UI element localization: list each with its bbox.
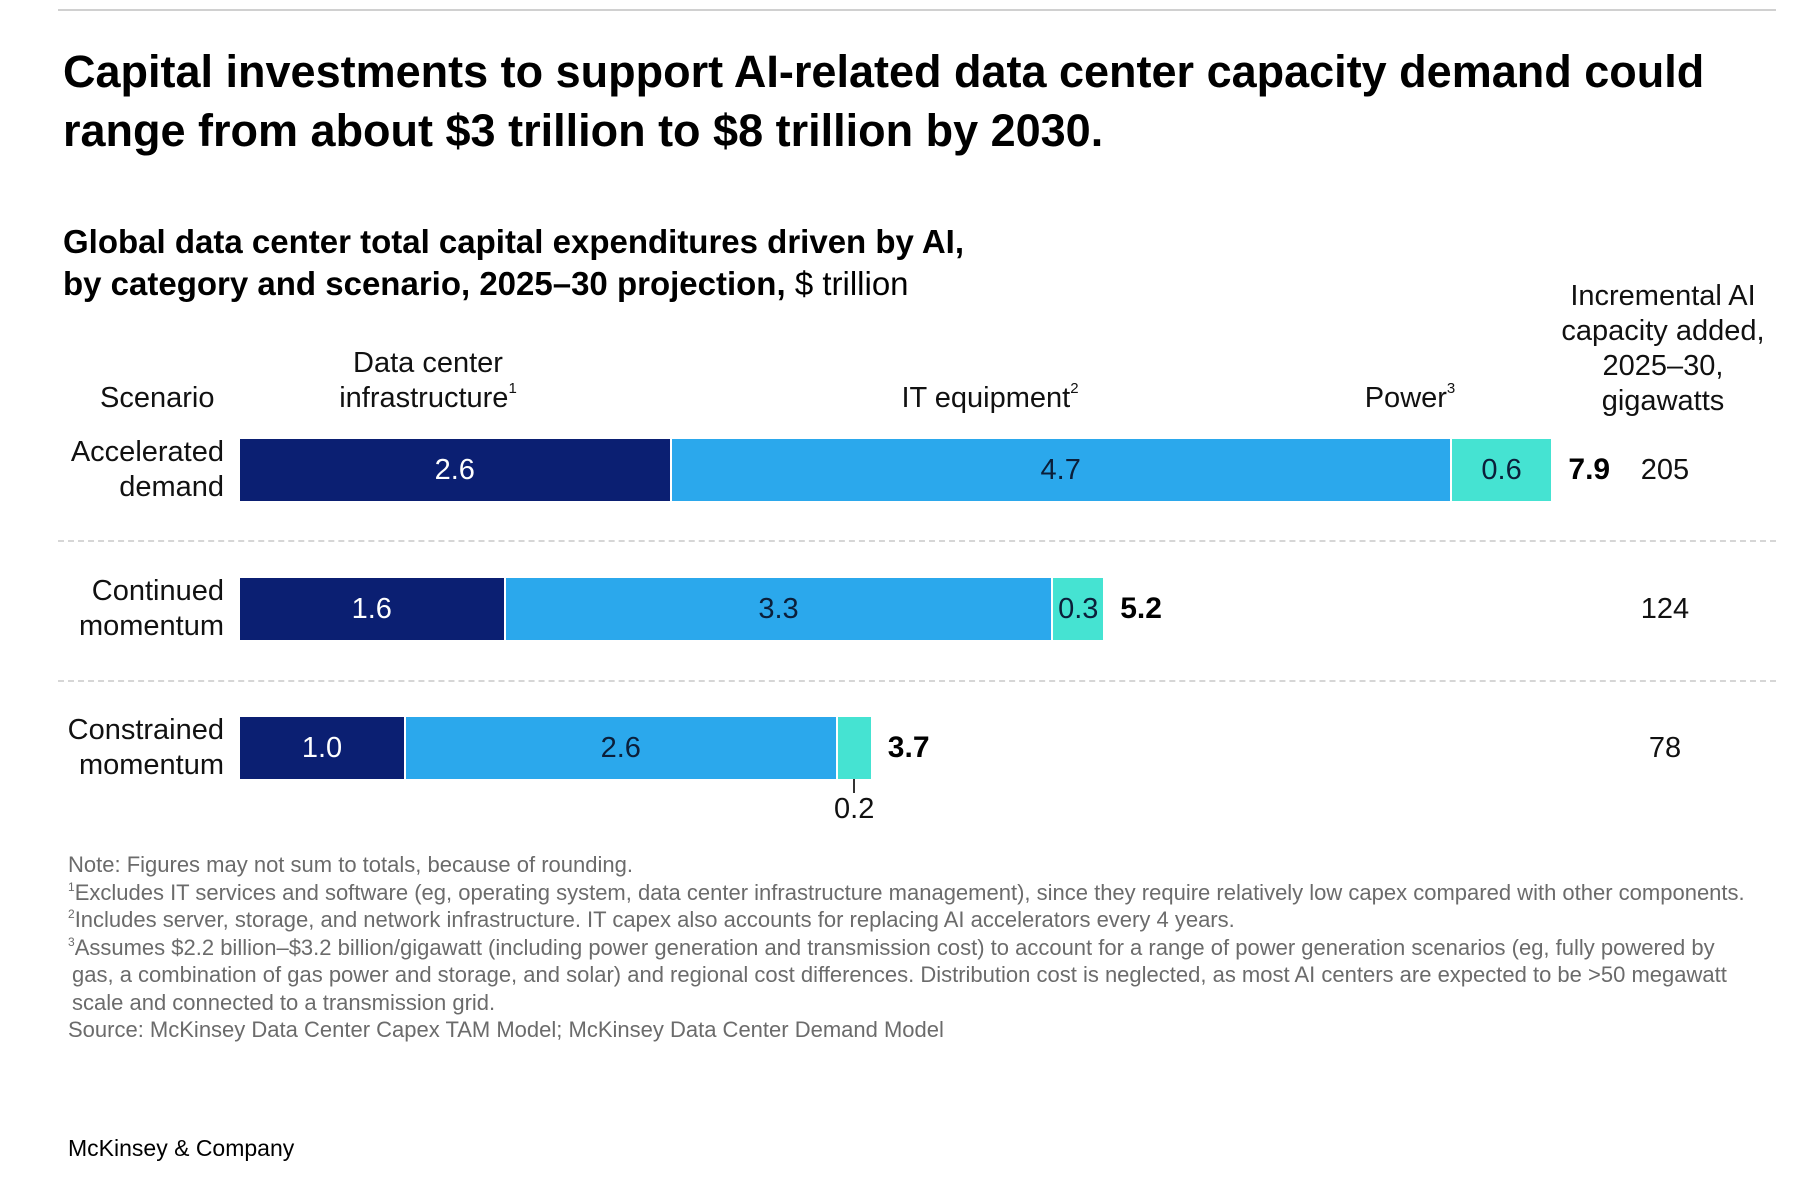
header-capacity-line1: Incremental AI [1570,280,1756,312]
footnotes: Note: Figures may not sum to totals, bec… [68,851,1758,1044]
scenario-label-line: Continued [91,575,224,607]
header-capacity: Incremental AI capacity added, 2025–30, … [1518,279,1800,419]
scenario-label: Continued momentum [30,574,224,644]
header-data-center-infrastructure: Data center infrastructure1 [318,346,538,416]
bar-segment-data-center: 1.0 [240,717,406,779]
header-dc-line2: infrastructure [339,382,509,414]
scenario-label-line: momentum [78,749,224,781]
footnote-2-text: Includes server, storage, and network in… [74,907,1235,932]
bar-segment-data-center: 2.6 [240,439,672,501]
header-it-label: IT equipment [901,382,1071,414]
footnote-1: 1Excludes IT services and software (eg, … [68,879,1758,907]
row-divider [58,540,1776,542]
bar-value-label: 0.3 [1058,592,1099,625]
header-it-equipment: IT equipment2 [870,381,1110,416]
footnote-2: 2Includes server, storage, and network i… [68,906,1758,934]
bar-total-label: 5.2 [1120,592,1162,625]
source-text: Source: McKinsey Data Center Capex TAM M… [68,1017,944,1042]
header-dc-footnote: 1 [508,380,517,397]
bar-segment-it-equipment: 4.7 [671,439,1452,501]
scenario-label-line: momentum [78,610,224,642]
bar-total-label: 7.9 [1568,453,1611,486]
bar-segment-power: 0.3 [1053,578,1104,640]
note-text: Note: Figures may not sum to totals, bec… [68,852,633,877]
bar-value-label: 3.3 [758,592,799,625]
bar-value-label: 2.6 [600,731,641,764]
footnote-1-mark: 1 [68,879,75,894]
header-capacity-line3: 2025–30, [1602,350,1724,382]
bar-value-label: 4.7 [1040,453,1081,486]
scenario-label-line: Constrained [67,714,224,746]
capacity-value: 205 [1640,454,1690,486]
row-divider [58,680,1776,682]
bar-value-label: 2.6 [434,453,475,486]
bar-value-label: 1.6 [351,592,392,625]
headline: Capital investments to support AI-relate… [63,46,1705,156]
header-scenario: Scenario [100,382,215,414]
header-power-label: Power [1364,382,1447,414]
subtitle-line-1: Global data center total capital expendi… [63,223,965,260]
subtitle-line-2: by category and scenario, 2025–30 projec… [63,265,786,302]
capacity-value: 78 [1648,732,1682,764]
footnote-3-text: Assumes $2.2 billion–$3.2 billion/gigawa… [72,934,1727,1015]
header-it-footnote: 2 [1070,380,1079,397]
scenario-label: Constrained momentum [30,713,224,783]
bar-segment-power: 0.6 [1451,439,1552,501]
bar-segment-data-center: 1.6 [240,578,506,640]
header-power: Power3 [1330,381,1490,416]
scenario-label-line: Accelerated [70,436,224,468]
top-rule [58,9,1776,11]
header-capacity-line4: gigawatts [1601,385,1725,417]
header-dc-line1: Data center [353,347,503,379]
capacity-value: 124 [1640,593,1690,625]
footnote-3: 3Assumes $2.2 billion–$3.2 billion/gigaw… [68,934,1758,1017]
scenario-label-line: demand [119,471,224,503]
header-capacity-line2: capacity added, [1561,315,1765,347]
footnote-1-text: Excludes IT services and software (eg, o… [74,879,1745,905]
bar-value-label: 1.0 [301,731,343,764]
bar-value-callout: 0.2 [834,793,875,825]
bar-segment-it-equipment: 3.3 [505,578,1054,640]
brand-logo-text: McKinsey & Company [68,1135,295,1161]
chart-subtitle: Global data center total capital expendi… [63,221,1363,305]
footnote-3-mark: 3 [68,934,75,949]
bar-total-label: 3.7 [887,731,930,764]
bar-value-label: 0.6 [1481,453,1522,486]
callout-leader-line [853,779,856,793]
scenario-label: Accelerated demand [30,435,224,505]
bar-segment-power [837,717,871,779]
footnote-2-mark: 2 [68,907,75,921]
subtitle-unit: $ trillion [794,265,909,302]
bar-segment-it-equipment: 2.6 [406,717,838,779]
header-power-footnote: 3 [1446,380,1456,397]
